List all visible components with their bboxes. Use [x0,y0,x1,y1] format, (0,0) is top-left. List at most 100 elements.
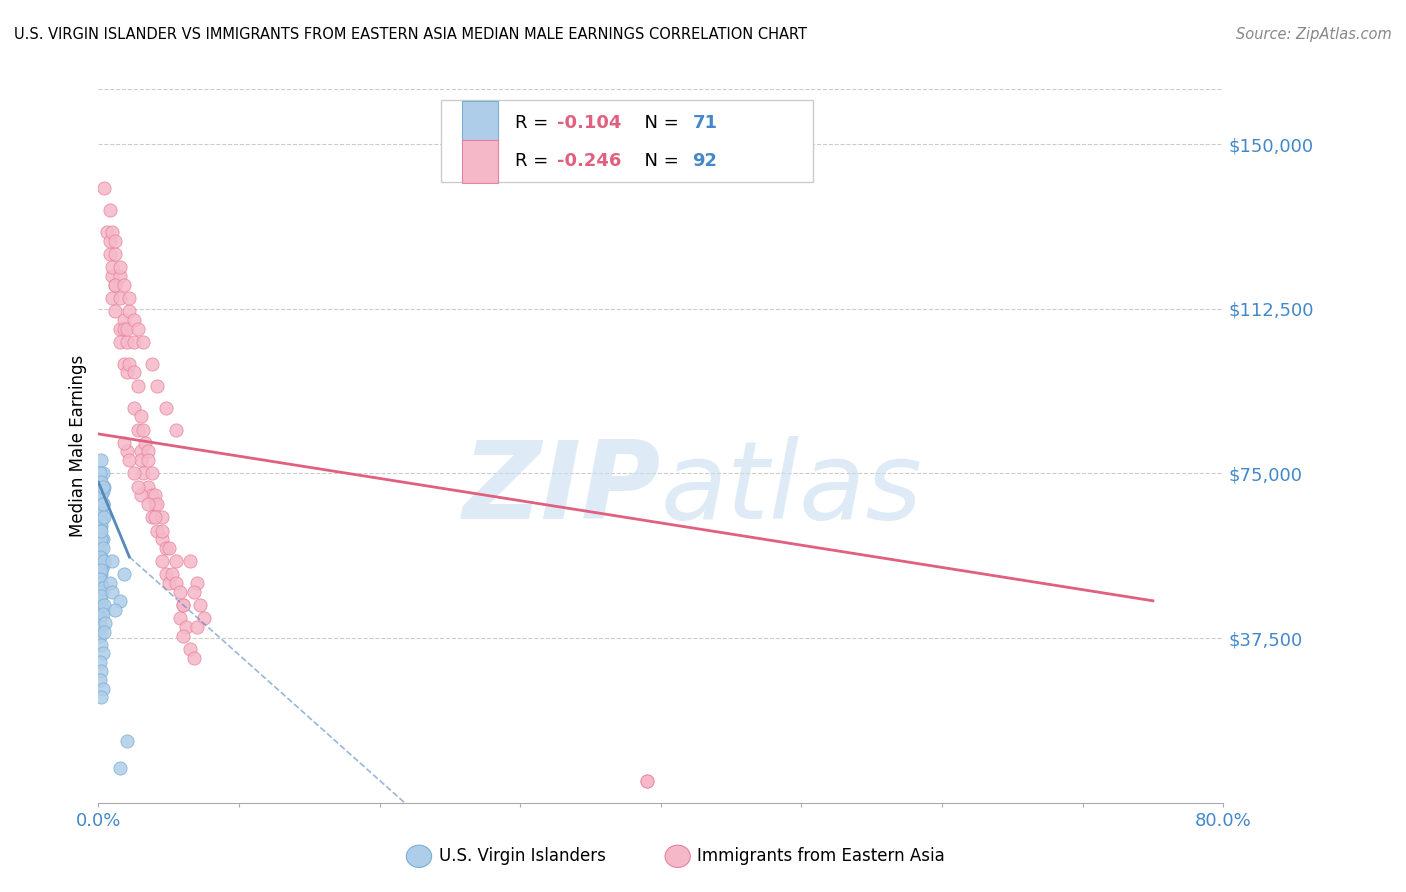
Point [136,453,159,467]
Point [132,334,155,349]
Text: -0.104: -0.104 [557,114,621,132]
Point [136,444,159,458]
Point [90,501,112,516]
Point [90,453,112,467]
Point [90,524,112,538]
Point [150,510,173,524]
Point [90,475,112,490]
Point [146,524,169,538]
Point [91,497,114,511]
Point [155,541,177,555]
Text: atlas: atlas [661,436,922,541]
FancyBboxPatch shape [441,100,813,182]
Point [143,497,166,511]
Point [101,585,124,599]
Point [174,620,197,634]
Point [136,497,159,511]
Point [112,435,135,450]
Point [91,541,114,555]
Point [89,492,111,507]
Point [118,357,141,371]
Point [104,304,127,318]
Point [112,312,135,326]
Point [127,423,149,437]
Point [101,291,124,305]
Point [193,611,215,625]
Point [122,334,145,349]
Point [89,549,111,564]
Point [93,598,115,612]
Point [91,533,114,547]
Point [636,773,658,788]
Point [89,572,111,586]
Point [155,567,177,582]
Point [108,334,131,349]
Point [90,567,112,582]
Point [101,268,124,283]
Point [91,647,114,661]
Point [90,563,112,577]
Point [134,435,156,450]
Point [150,533,173,547]
Point [90,563,112,577]
Point [98,576,121,591]
Point [127,480,149,494]
Point [146,378,169,392]
Point [143,488,166,502]
Point [104,277,127,292]
Point [90,590,112,604]
Point [93,624,115,639]
Point [108,594,131,608]
Point [91,581,114,595]
Point [141,357,163,371]
Point [169,611,191,625]
Text: R =: R = [515,153,554,170]
Point [129,453,152,467]
Point [94,615,117,630]
Point [98,234,121,248]
Point [91,483,114,498]
Point [90,594,112,608]
Point [101,260,124,274]
Point [90,519,112,533]
Point [122,401,145,415]
Point [89,673,111,687]
Text: -0.246: -0.246 [557,153,621,170]
Point [90,488,112,502]
Point [115,734,138,748]
Point [91,467,114,481]
Point [157,541,180,555]
Point [90,585,112,599]
Point [89,524,111,538]
Text: 71: 71 [692,114,717,132]
Point [89,585,111,599]
Point [150,524,173,538]
Point [157,576,180,591]
Point [141,510,163,524]
Point [104,247,127,261]
Point [183,651,205,665]
Point [89,467,111,481]
Point [165,576,187,591]
Point [127,378,149,392]
Point [90,549,112,564]
Text: 92: 92 [692,153,717,170]
Point [90,515,112,529]
Point [129,409,152,424]
Point [132,423,155,437]
Point [89,541,111,555]
Point [93,480,115,494]
Point [150,554,173,568]
Point [89,572,111,586]
Point [160,567,183,582]
Point [183,585,205,599]
Point [91,480,114,494]
Point [101,225,124,239]
Point [91,602,114,616]
Point [115,444,138,458]
Point [90,533,112,547]
Point [89,611,111,625]
Point [108,260,131,274]
Point [93,181,115,195]
Point [90,620,112,634]
